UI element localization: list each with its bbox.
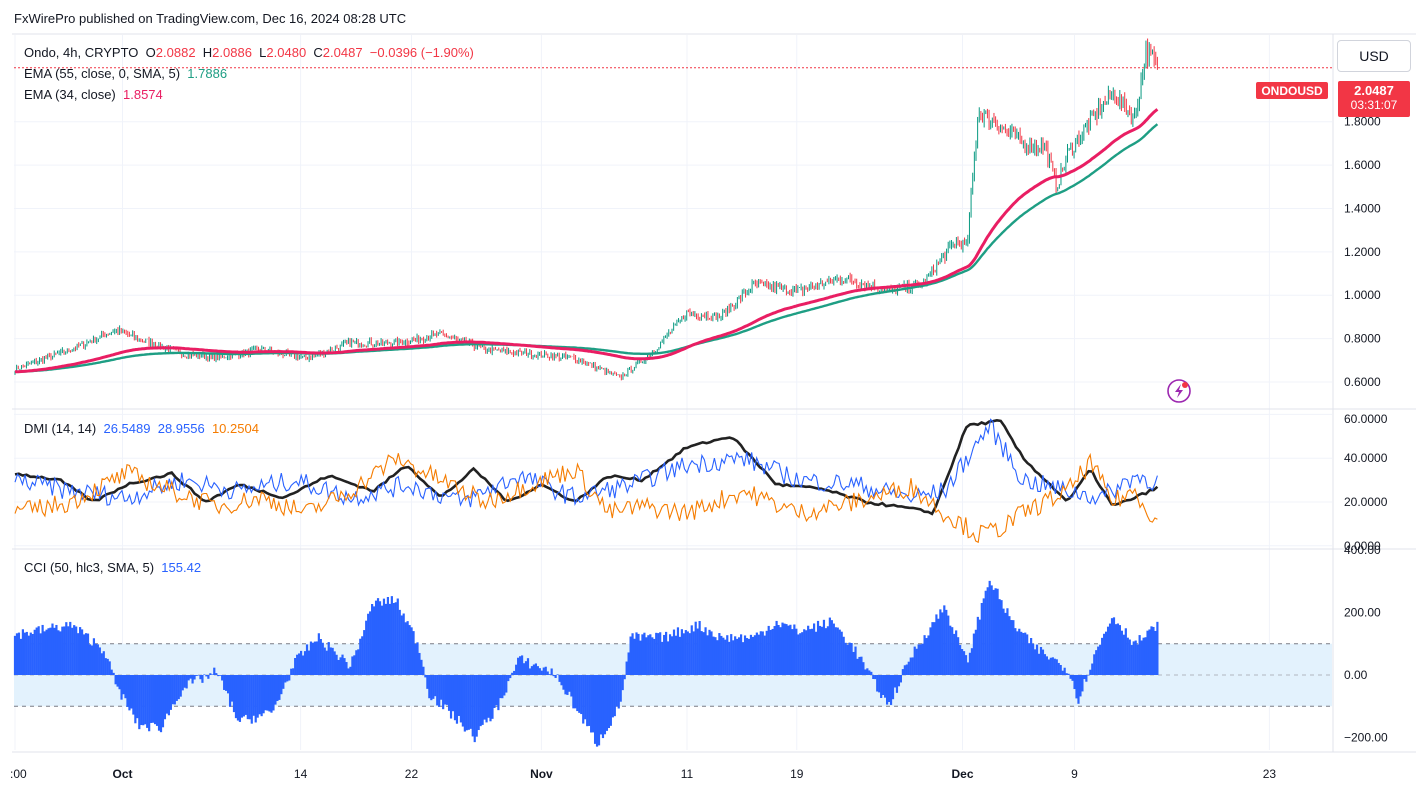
ema34-value: 1.8574	[123, 87, 163, 102]
x-tick-4: Nov	[530, 767, 553, 781]
x-tick-1: Oct	[113, 767, 133, 781]
x-tick-5: 11	[681, 767, 694, 781]
published-header: FxWirePro published on TradingView.com, …	[14, 11, 407, 26]
dmi-tick-2: 40.0000	[1344, 451, 1388, 465]
currency-button[interactable]: USD	[1337, 40, 1411, 72]
minus-di-value: 10.2504	[211, 421, 259, 436]
ema55-label: EMA (55, close, 0, SMA, 5)	[24, 66, 181, 81]
close-label: C	[313, 45, 323, 60]
open-label: O	[145, 45, 156, 60]
ema34-legend[interactable]: EMA (34, close) 1.8574	[24, 87, 163, 102]
panel-separators[interactable]	[12, 33, 1416, 753]
last-price-tag: 2.0487 03:31:07	[1338, 81, 1410, 117]
price-tick-0: 0.6000	[1344, 375, 1381, 389]
lightning-icon[interactable]	[1167, 379, 1191, 403]
price-tick-5: 1.6000	[1344, 158, 1381, 172]
dmi-label: DMI (14, 14)	[24, 421, 97, 436]
x-tick-2: 14	[294, 767, 308, 781]
symbol-name: Ondo, 4h, CRYPTO	[24, 45, 139, 60]
dmi-lines	[14, 418, 1159, 544]
y-axis-ticks[interactable]: 0.6000 0.8000 1.0000 1.2000 1.4000 1.6000 1.80…	[1344, 115, 1388, 745]
plus-di-value: 28.9556	[157, 421, 205, 436]
cci-value: 155.42	[161, 560, 202, 575]
symbol-tag: ONDOUSD	[1256, 82, 1328, 99]
ema55-value: 1.7886	[187, 66, 228, 81]
adx-line	[14, 418, 1159, 516]
x-tick-8: 9	[1071, 767, 1078, 781]
cci-tick-3: 400.00	[1344, 543, 1381, 557]
cci-tick-1: 0.00	[1344, 668, 1368, 682]
low-label: L	[259, 45, 267, 60]
dmi-tick-1: 20.0000	[1344, 495, 1388, 509]
cci-tick-0: −200.00	[1344, 731, 1388, 745]
x-tick-3: 22	[405, 767, 419, 781]
dmi-legend[interactable]: DMI (14, 14) 26.5489 28.9556 10.2504	[24, 421, 259, 436]
cci-label: CCI (50, hlc3, SMA, 5)	[24, 560, 155, 575]
price-tick-6: 1.8000	[1344, 115, 1381, 129]
price-tick-3: 1.2000	[1344, 245, 1381, 259]
x-tick-7: Dec	[952, 767, 974, 781]
ema34-label: EMA (34, close)	[24, 87, 116, 102]
dmi-tick-0: 0.0000	[1344, 539, 1381, 553]
dmi-tick-3: 60.0000	[1344, 412, 1388, 426]
change-value: −0.0396 (−1.90%)	[369, 45, 474, 60]
bar-countdown: 03:31:07	[1350, 98, 1398, 112]
cci-legend[interactable]: CCI (50, hlc3, SMA, 5) 155.42	[24, 560, 201, 575]
ema55-legend[interactable]: EMA (55, close, 0, SMA, 5) 1.7886	[24, 66, 227, 81]
x-tick-9: 23	[1263, 767, 1277, 781]
x-tick-6: 19	[790, 767, 804, 781]
last-price-value: 2.0487	[1354, 83, 1394, 98]
price-candles[interactable]	[14, 38, 1158, 381]
price-tick-2: 1.0000	[1344, 288, 1381, 302]
grid-lines	[14, 35, 1332, 750]
cci-histogram	[13, 580, 1332, 747]
high-value: 2.0886	[212, 45, 252, 60]
plus-di-line	[14, 418, 1158, 508]
open-value: 2.0882	[155, 45, 196, 60]
ema55-line	[15, 123, 1159, 373]
cci-tick-2: 200.00	[1344, 606, 1381, 620]
high-label: H	[202, 45, 213, 60]
adx-value: 26.5489	[103, 421, 151, 436]
price-tick-4: 1.4000	[1344, 201, 1381, 215]
low-value: 2.0480	[266, 45, 307, 60]
ema34-line	[14, 108, 1159, 374]
symbol-legend: Ondo, 4h, CRYPTO O2.0882 H2.0886 L2.0480…	[24, 45, 474, 60]
minus-di-line	[14, 452, 1158, 544]
x-tick-0: :00	[10, 767, 27, 781]
close-value: 2.0487	[322, 45, 363, 60]
x-axis-ticks[interactable]: :00 Oct 14 22 Nov 11 19 Dec 9 23	[10, 767, 1276, 781]
price-tick-1: 0.8000	[1344, 332, 1381, 346]
